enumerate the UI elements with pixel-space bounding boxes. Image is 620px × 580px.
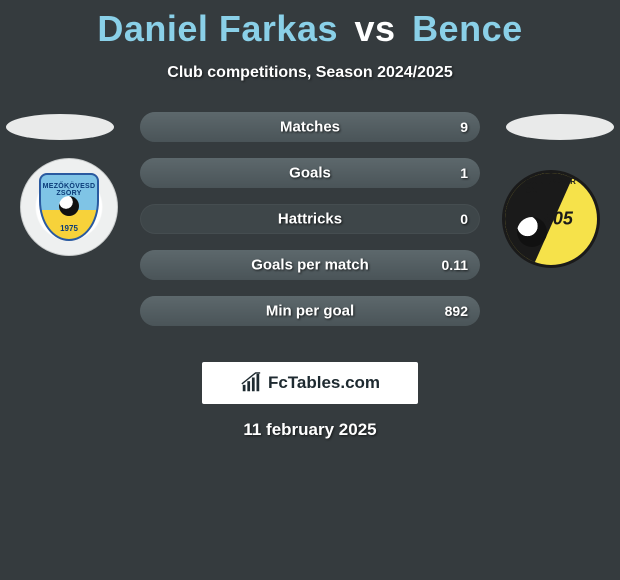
subtitle: Club competitions, Season 2024/2025 — [0, 64, 620, 82]
bar-chart-icon — [240, 372, 262, 394]
stat-label: Min per goal — [266, 303, 354, 320]
stat-value-right: 1 — [460, 165, 468, 181]
stat-value-right: 892 — [445, 303, 468, 319]
stat-row-goals: Goals 1 — [140, 158, 480, 188]
comparison-stage: MEZŐKÖVESD ZSÓRY 1975 SOROKSÁR SC 1905 M… — [0, 112, 620, 342]
stat-label: Goals — [289, 165, 331, 182]
football-icon — [59, 196, 79, 216]
shield-icon: MEZŐKÖVESD ZSÓRY 1975 — [39, 173, 99, 241]
player2-club-crest: SOROKSÁR SC 1905 — [502, 170, 600, 268]
comparison-title: Daniel Farkas vs Bence — [0, 0, 620, 50]
player1-name: Daniel Farkas — [97, 8, 338, 49]
player1-club-crest: MEZŐKÖVESD ZSÓRY 1975 — [20, 158, 118, 256]
crest-right-text: SOROKSÁR SC — [525, 177, 576, 195]
stat-row-mpg: Min per goal 892 — [140, 296, 480, 326]
crest-left-year: 1975 — [60, 224, 78, 233]
stat-value-right: 9 — [460, 119, 468, 135]
stat-label: Matches — [280, 119, 340, 136]
stats-rows: Matches 9 Goals 1 Hattricks 0 Goals per … — [140, 112, 480, 342]
watermark: FcTables.com — [202, 362, 418, 404]
vs-text: vs — [355, 8, 396, 49]
player1-pedestal — [6, 114, 114, 140]
watermark-text: FcTables.com — [268, 373, 380, 393]
date-text: 11 february 2025 — [0, 420, 620, 440]
football-icon — [517, 217, 547, 247]
player2-name: Bence — [412, 8, 523, 49]
player2-pedestal — [506, 114, 614, 140]
stat-row-hattricks: Hattricks 0 — [140, 204, 480, 234]
stat-label: Goals per match — [251, 257, 369, 274]
stat-value-right: 0.11 — [442, 257, 468, 273]
stat-row-matches: Matches 9 — [140, 112, 480, 142]
stat-label: Hattricks — [278, 211, 342, 228]
stat-value-right: 0 — [460, 211, 468, 227]
stat-row-gpm: Goals per match 0.11 — [140, 250, 480, 280]
